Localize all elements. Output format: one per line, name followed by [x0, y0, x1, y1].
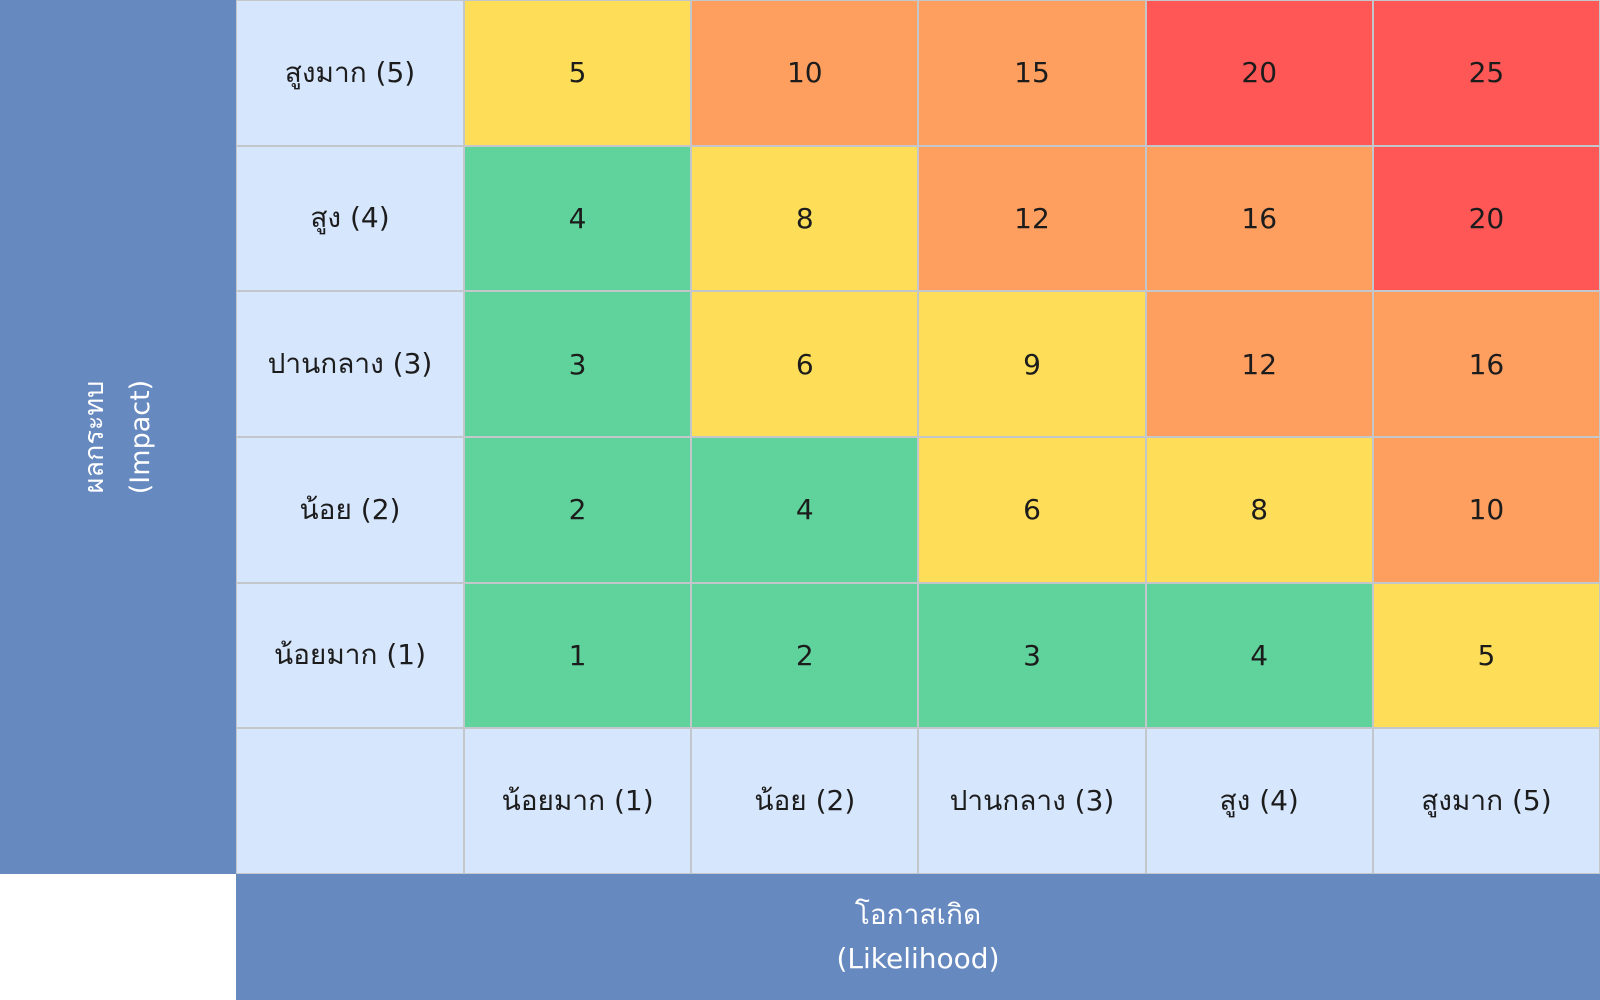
risk-cell: 8 — [691, 145, 919, 292]
corner-cell — [236, 728, 464, 874]
risk-cell: 5 — [1372, 582, 1600, 729]
risk-cell: 10 — [691, 0, 919, 146]
likelihood-level-label: สูง (4) — [1145, 728, 1373, 874]
risk-cell: 3 — [918, 582, 1146, 729]
risk-cell: 3 — [464, 291, 692, 437]
risk-cell: 16 — [1145, 145, 1373, 292]
risk-cell: 5 — [464, 0, 692, 146]
risk-cell: 6 — [691, 291, 919, 437]
impact-level-label: น้อยมาก (1) — [236, 582, 464, 729]
risk-cell: 20 — [1145, 0, 1373, 146]
risk-matrix-grid: สูงมาก (5) 5 10 15 20 25 สูง (4) 4 8 12 … — [236, 0, 1600, 874]
impact-axis-band: ผลกระทบ (Impact) — [0, 0, 236, 874]
likelihood-level-label: น้อย (2) — [691, 728, 919, 874]
likelihood-level-label: สูงมาก (5) — [1372, 728, 1600, 874]
likelihood-axis-title-en: (Likelihood) — [836, 942, 1000, 975]
impact-axis-title-th: ผลกระทบ — [78, 380, 110, 494]
risk-cell: 12 — [1145, 291, 1373, 437]
impact-level-label: สูง (4) — [236, 145, 464, 292]
impact-axis-title-en: (Impact) — [124, 379, 156, 495]
likelihood-level-label: ปานกลาง (3) — [918, 728, 1146, 874]
likelihood-level-label: น้อยมาก (1) — [464, 728, 692, 874]
risk-cell: 2 — [691, 582, 919, 729]
risk-cell: 10 — [1372, 437, 1600, 583]
risk-cell: 12 — [918, 145, 1146, 292]
risk-cell: 16 — [1372, 291, 1600, 437]
impact-level-label: ปานกลาง (3) — [236, 291, 464, 437]
risk-cell: 9 — [918, 291, 1146, 437]
risk-cell: 8 — [1145, 437, 1373, 583]
risk-cell: 4 — [1145, 582, 1373, 729]
impact-axis-title: ผลกระทบ (Impact) — [72, 380, 164, 494]
risk-cell: 20 — [1372, 145, 1600, 292]
impact-level-label: สูงมาก (5) — [236, 0, 464, 146]
risk-cell: 2 — [464, 437, 692, 583]
risk-cell: 25 — [1372, 0, 1600, 146]
likelihood-axis-band: โอกาสเกิด (Likelihood) — [236, 874, 1600, 1000]
risk-cell: 15 — [918, 0, 1146, 146]
likelihood-axis-title-th: โอกาสเกิด — [854, 898, 982, 931]
risk-cell: 4 — [464, 145, 692, 292]
impact-level-label: น้อย (2) — [236, 437, 464, 583]
risk-cell: 6 — [918, 437, 1146, 583]
risk-cell: 4 — [691, 437, 919, 583]
risk-cell: 1 — [464, 582, 692, 729]
